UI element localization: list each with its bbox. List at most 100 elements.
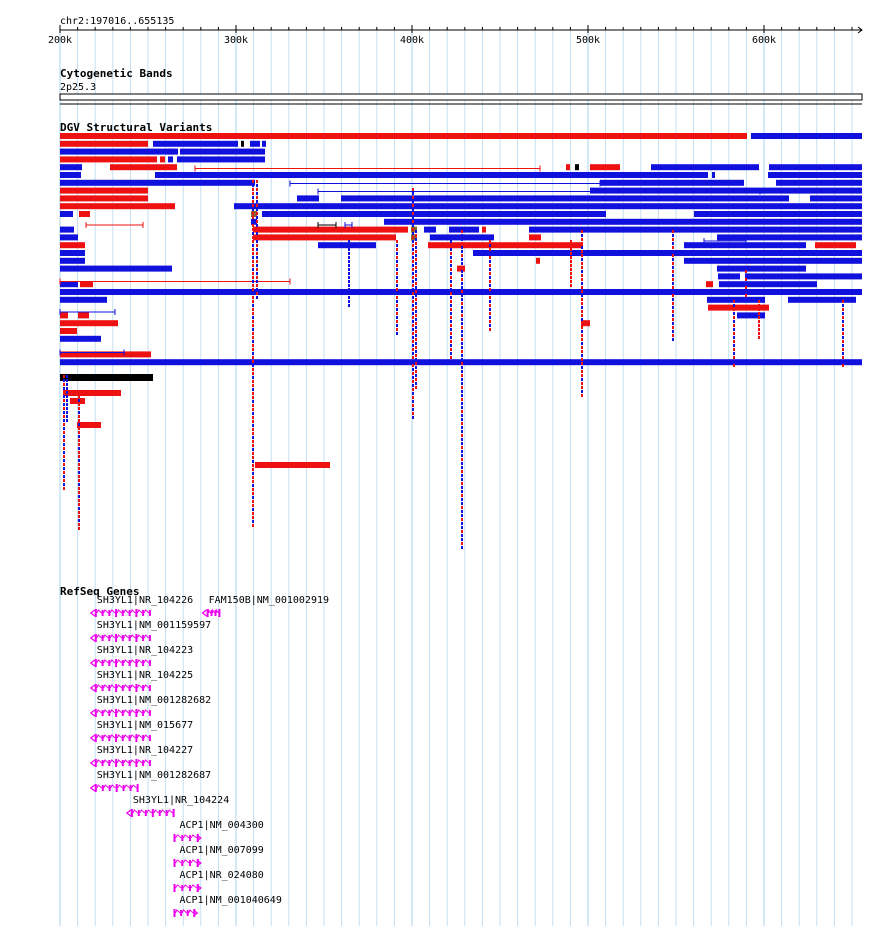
variant-marker[interactable] [252, 280, 254, 283]
variant-marker[interactable] [450, 248, 452, 251]
variant-marker[interactable] [672, 310, 674, 313]
variant-marker[interactable] [78, 403, 80, 406]
variant-marker[interactable] [570, 244, 572, 247]
variant-marker[interactable] [672, 330, 674, 333]
variant-marker[interactable] [461, 346, 463, 349]
variant-marker[interactable] [461, 234, 463, 237]
variant-marker[interactable] [412, 284, 414, 287]
variant-marker[interactable] [461, 270, 463, 273]
variant-marker[interactable] [396, 328, 398, 331]
variant-bar[interactable] [529, 226, 862, 233]
variant-marker[interactable] [63, 383, 65, 386]
variant-marker[interactable] [450, 304, 452, 307]
variant-marker[interactable] [256, 256, 258, 259]
variant-marker[interactable] [256, 284, 258, 287]
variant-bar[interactable] [168, 156, 173, 163]
variant-marker[interactable] [581, 254, 583, 257]
variant-marker[interactable] [461, 434, 463, 437]
gene-label[interactable]: SH3YL1|NM_001282682 [97, 695, 211, 706]
variant-marker[interactable] [252, 312, 254, 315]
variant-marker[interactable] [252, 180, 254, 183]
variant-marker[interactable] [63, 475, 65, 478]
variant-marker[interactable] [412, 256, 414, 259]
variant-marker[interactable] [489, 292, 491, 295]
variant-marker[interactable] [450, 260, 452, 263]
variant-marker[interactable] [412, 336, 414, 339]
variant-marker[interactable] [672, 294, 674, 297]
variant-marker[interactable] [66, 395, 68, 398]
variant-bar[interactable] [60, 164, 82, 171]
variant-marker[interactable] [252, 516, 254, 519]
variant-marker[interactable] [461, 394, 463, 397]
variant-marker[interactable] [415, 386, 417, 389]
variant-marker[interactable] [461, 522, 463, 525]
gene-label[interactable]: SH3YL1|NR_104223 [97, 645, 193, 656]
variant-bar[interactable] [788, 296, 856, 303]
variant-marker[interactable] [252, 220, 254, 223]
variant-marker[interactable] [581, 370, 583, 373]
variant-marker[interactable] [256, 280, 258, 283]
variant-marker[interactable] [581, 258, 583, 261]
variant-marker[interactable] [256, 200, 258, 203]
variant-marker[interactable] [252, 420, 254, 423]
variant-marker[interactable] [461, 534, 463, 537]
variant-bar[interactable] [706, 281, 713, 288]
variant-bar[interactable] [153, 140, 238, 147]
variant-bar[interactable] [297, 195, 319, 202]
variant-marker[interactable] [78, 487, 80, 490]
variant-marker[interactable] [581, 374, 583, 377]
variant-marker[interactable] [63, 447, 65, 450]
variant-bar[interactable] [776, 179, 862, 186]
variant-marker[interactable] [412, 312, 414, 315]
gene-label[interactable]: ACP1|NM_007099 [180, 845, 264, 856]
variant-marker[interactable] [252, 352, 254, 355]
variant-marker[interactable] [489, 264, 491, 267]
variant-marker[interactable] [461, 402, 463, 405]
variant-marker[interactable] [63, 479, 65, 482]
variant-marker[interactable] [256, 292, 258, 295]
variant-marker[interactable] [396, 260, 398, 263]
variant-bar[interactable] [60, 172, 81, 178]
variant-marker[interactable] [489, 296, 491, 299]
variant-marker[interactable] [461, 322, 463, 325]
variant-marker[interactable] [461, 382, 463, 385]
variant-marker[interactable] [252, 272, 254, 275]
variant-marker[interactable] [461, 502, 463, 505]
variant-bar[interactable] [684, 257, 862, 264]
variant-marker[interactable] [489, 280, 491, 283]
variant-marker[interactable] [461, 530, 463, 533]
variant-marker[interactable] [412, 240, 414, 243]
variant-marker[interactable] [415, 278, 417, 281]
variant-marker[interactable] [63, 467, 65, 470]
variant-marker[interactable] [415, 290, 417, 293]
variant-bar[interactable] [262, 211, 606, 217]
variant-marker[interactable] [252, 456, 254, 459]
variant-marker[interactable] [412, 400, 414, 403]
variant-marker[interactable] [412, 352, 414, 355]
variant-marker[interactable] [78, 415, 80, 418]
variant-marker[interactable] [461, 334, 463, 337]
variant-marker[interactable] [252, 412, 254, 415]
variant-marker[interactable] [78, 407, 80, 410]
variant-marker[interactable] [63, 431, 65, 434]
variant-marker[interactable] [396, 320, 398, 323]
variant-marker[interactable] [450, 332, 452, 335]
variant-marker[interactable] [78, 495, 80, 498]
variant-marker[interactable] [489, 300, 491, 303]
variant-marker[interactable] [412, 276, 414, 279]
variant-bar[interactable] [255, 462, 330, 468]
variant-marker[interactable] [450, 316, 452, 319]
variant-marker[interactable] [396, 256, 398, 259]
variant-marker[interactable] [672, 234, 674, 237]
variant-marker[interactable] [348, 280, 350, 283]
variant-marker[interactable] [412, 328, 414, 331]
variant-marker[interactable] [78, 467, 80, 470]
variant-marker[interactable] [252, 232, 254, 235]
variant-marker[interactable] [461, 470, 463, 473]
variant-marker[interactable] [348, 284, 350, 287]
variant-bar[interactable] [815, 242, 856, 249]
variant-marker[interactable] [415, 370, 417, 373]
variant-marker[interactable] [252, 332, 254, 335]
variant-marker[interactable] [256, 260, 258, 263]
variant-marker[interactable] [450, 356, 452, 359]
